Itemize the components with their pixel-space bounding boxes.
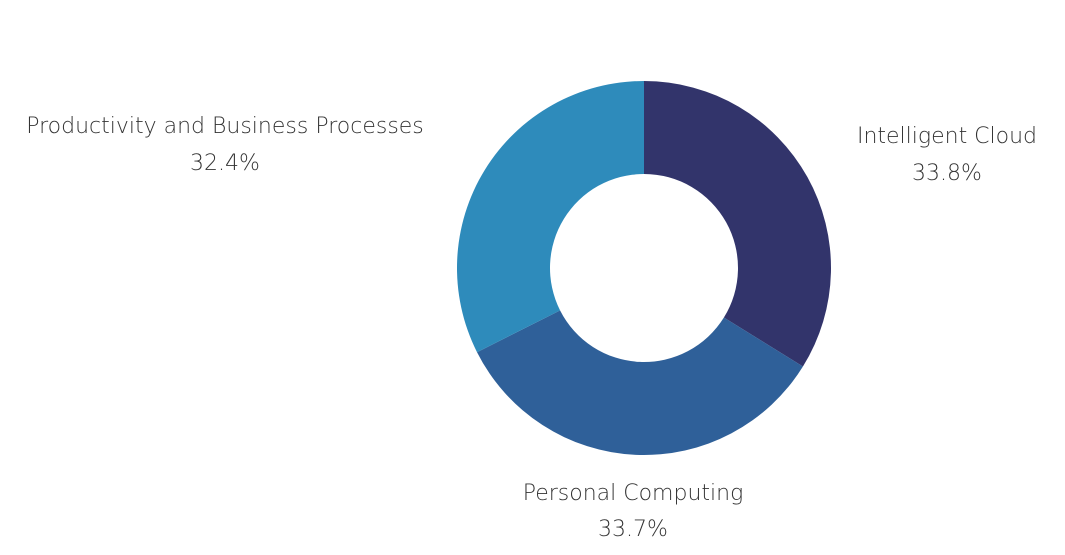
slice-value-intelligent-cloud: 33.8% <box>912 161 982 186</box>
slice-intelligent-cloud[interactable] <box>644 81 831 367</box>
slice-label-intelligent-cloud: Intelligent Cloud <box>857 124 1037 149</box>
slice-label-personal-computing: Personal Computing <box>523 481 744 506</box>
slice-personal-computing[interactable] <box>477 310 803 456</box>
slice-value-personal-computing: 33.7% <box>598 517 668 542</box>
slice-value-productivity-and-business-processes: 32.4% <box>190 151 260 176</box>
donut-slices <box>457 81 831 456</box>
slice-productivity-and-business-processes[interactable] <box>457 81 644 353</box>
slice-labels: Intelligent Cloud 33.8% Personal Computing… <box>26 114 1037 542</box>
slice-label-productivity-and-business-processes: Productivity and Business Processes <box>26 114 424 139</box>
